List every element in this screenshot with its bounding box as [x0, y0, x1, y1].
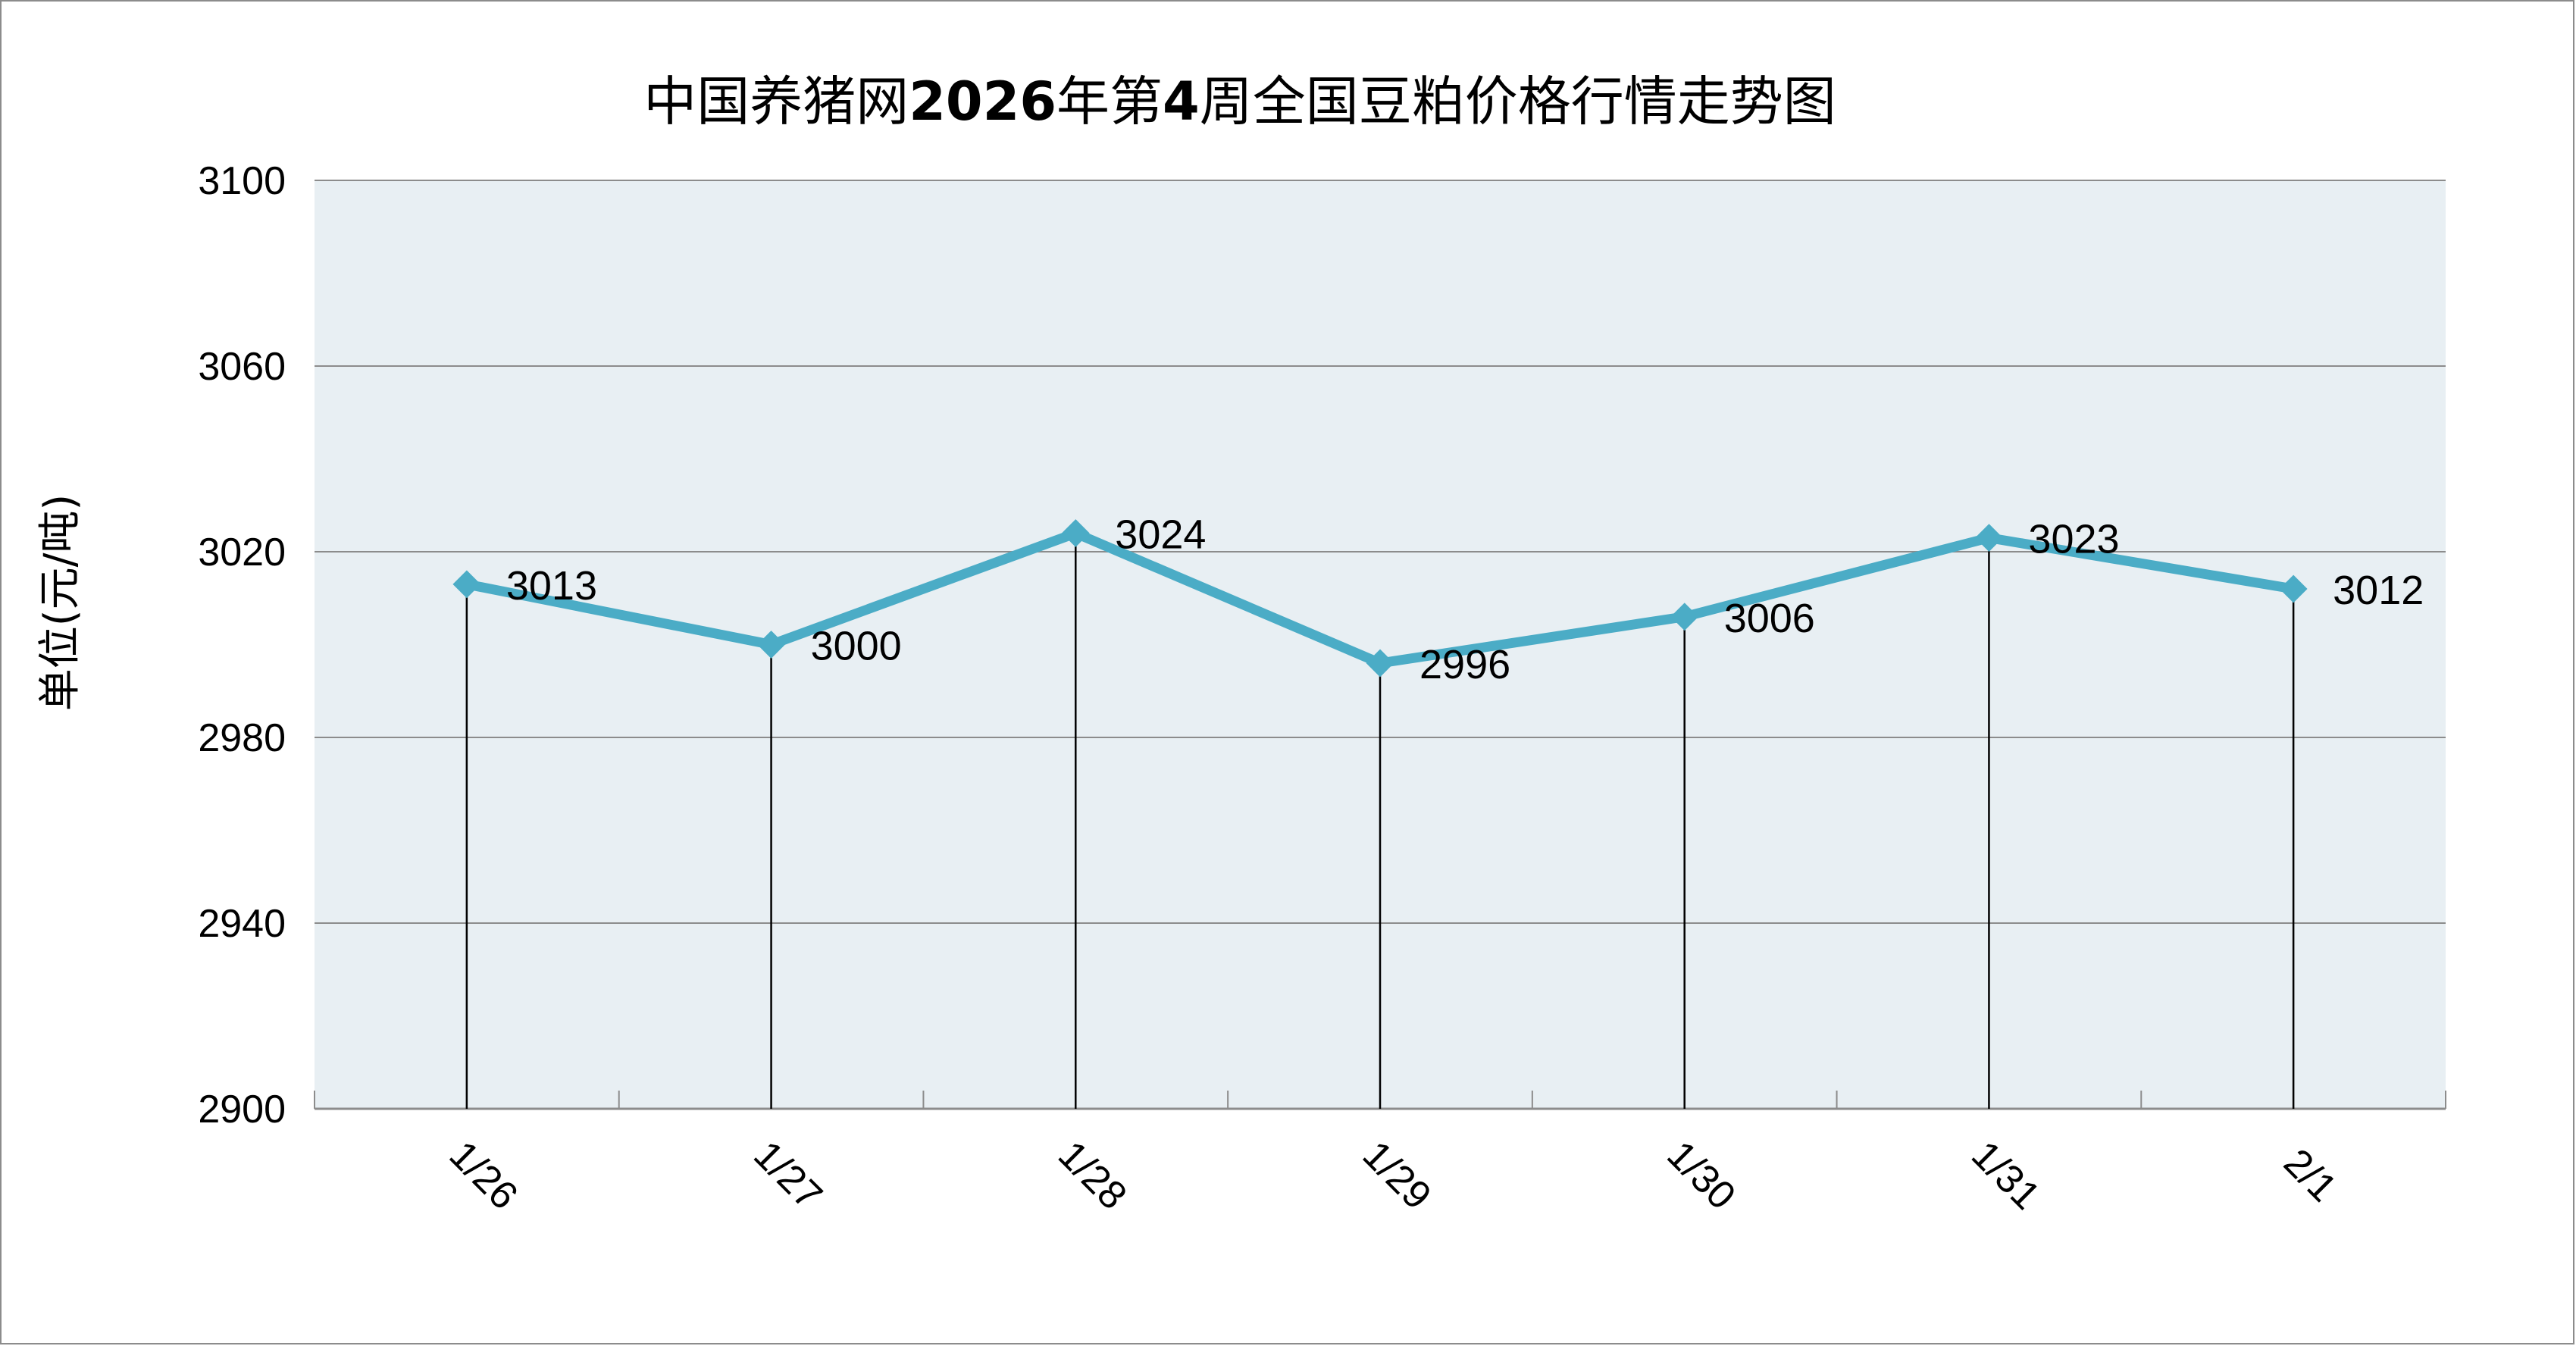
y-tick-label: 3100: [198, 159, 286, 203]
data-point-marker: [1366, 649, 1394, 678]
x-tick-label: 1/27: [745, 1133, 831, 1219]
chart-title-part: 4: [1163, 70, 1200, 133]
x-tick-label: 1/29: [1354, 1133, 1440, 1219]
chart-title: 中国养猪网2026年第4周全国豆粕价格行情走势图: [643, 70, 1836, 133]
data-label: 3006: [1724, 596, 1815, 641]
chart-title-part: 中国养猪网: [643, 70, 909, 133]
x-tick-label: 1/28: [1050, 1133, 1135, 1219]
data-point-marker: [2279, 574, 2308, 603]
data-label: 3024: [1115, 512, 1206, 558]
chart-title-part: 周全国豆粕价格行情走势图: [1200, 70, 1836, 133]
data-label: 2996: [1419, 642, 1510, 687]
data-point-marker: [452, 570, 481, 599]
y-axis-label: 单位(元/吨): [36, 494, 85, 712]
chart-title-part: 年第: [1056, 70, 1163, 133]
data-point-marker: [1061, 519, 1090, 547]
data-label: 3000: [811, 624, 902, 669]
x-tick-label: 1/31: [1963, 1133, 2049, 1219]
data-point-marker: [1975, 524, 2003, 552]
x-tick-label: 2/1: [2275, 1141, 2345, 1210]
x-tick-label: 1/26: [441, 1133, 527, 1219]
y-tick-label: 2980: [198, 716, 286, 760]
plot-area: 2900 2940 2980 3020 3060 3100 3013 3000 3024 2996…: [198, 159, 2446, 1218]
chart-title-part: 2026: [909, 70, 1056, 133]
data-point-marker: [757, 631, 785, 659]
y-tick-label: 2940: [198, 902, 286, 946]
data-label: 3013: [506, 563, 597, 609]
y-tick-label: 3060: [198, 345, 286, 389]
data-label: 3012: [2333, 568, 2424, 613]
y-tick-label: 2900: [198, 1088, 286, 1132]
data-label: 3023: [2028, 517, 2119, 562]
x-tick-label: 1/30: [1658, 1133, 1744, 1219]
y-tick-label: 3020: [198, 531, 286, 574]
data-point-marker: [1670, 603, 1699, 631]
